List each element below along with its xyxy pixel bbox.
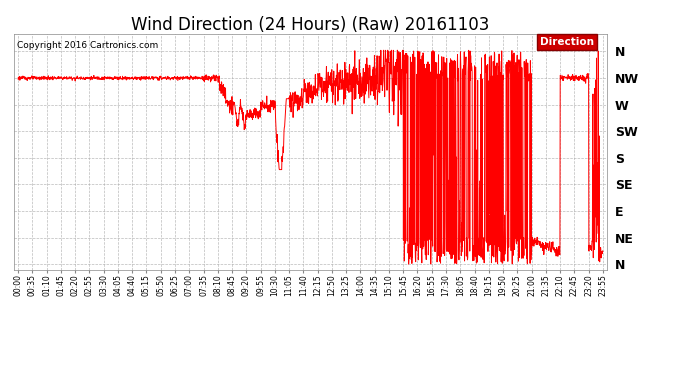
Title: Wind Direction (24 Hours) (Raw) 20161103: Wind Direction (24 Hours) (Raw) 20161103: [131, 16, 490, 34]
Text: Direction: Direction: [540, 37, 594, 47]
Text: Copyright 2016 Cartronics.com: Copyright 2016 Cartronics.com: [17, 41, 158, 50]
